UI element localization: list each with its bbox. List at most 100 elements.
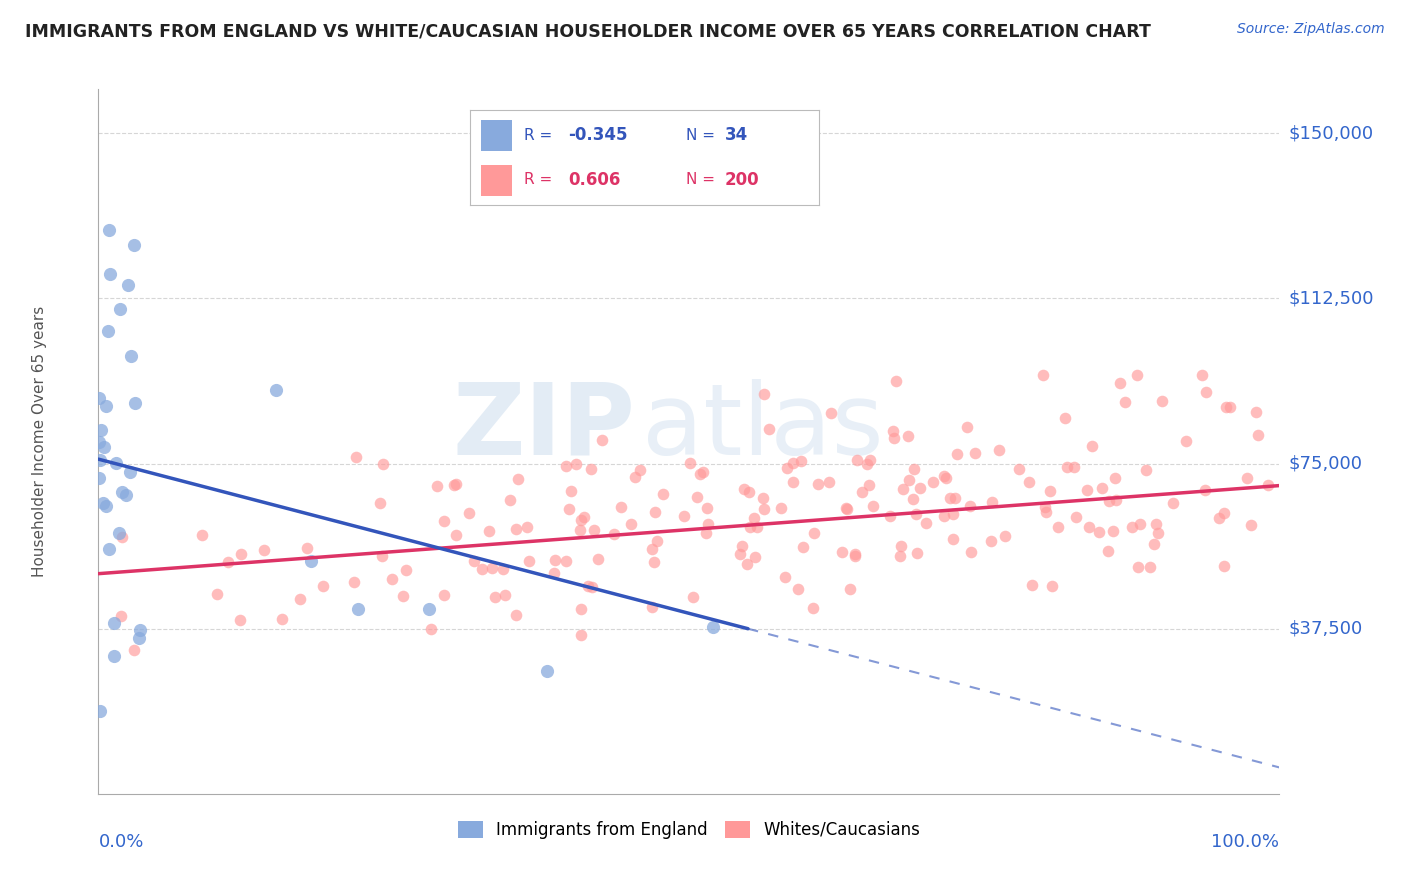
Point <box>484 590 506 604</box>
Legend: Immigrants from England, Whites/Caucasians: Immigrants from England, Whites/Caucasia… <box>451 814 927 846</box>
Point <box>1102 524 1125 538</box>
Point <box>1008 462 1031 476</box>
Point <box>103 649 125 664</box>
Point <box>994 529 1017 543</box>
Point <box>1152 393 1174 408</box>
Point <box>1088 524 1111 539</box>
Point <box>103 615 125 630</box>
Point <box>956 420 979 434</box>
Point <box>1215 400 1237 414</box>
Point <box>1040 578 1063 592</box>
Point <box>1135 462 1157 476</box>
Point <box>1240 517 1263 532</box>
Point <box>844 549 866 563</box>
Point <box>391 590 413 604</box>
Point <box>1219 401 1241 415</box>
Point <box>87 471 110 485</box>
Point <box>1035 505 1057 519</box>
Point <box>1191 368 1213 383</box>
Point <box>492 562 515 576</box>
Point <box>790 453 813 467</box>
Point <box>628 463 651 477</box>
Point <box>264 383 287 397</box>
Point <box>987 442 1010 457</box>
Point <box>981 495 1004 509</box>
Point <box>288 592 311 607</box>
Point <box>591 434 613 448</box>
Point <box>115 488 138 502</box>
Point <box>1175 434 1198 449</box>
Point <box>801 601 824 615</box>
Point <box>845 453 868 467</box>
Point <box>1208 510 1230 524</box>
Point <box>921 475 943 490</box>
Text: atlas: atlas <box>641 379 883 476</box>
Point <box>744 550 766 565</box>
Point <box>89 705 111 719</box>
Point <box>433 514 456 528</box>
Text: 0.0%: 0.0% <box>98 832 143 851</box>
Point <box>672 508 695 523</box>
Point <box>839 582 862 596</box>
Point <box>418 602 440 616</box>
Point <box>787 582 810 596</box>
Point <box>433 588 456 602</box>
Point <box>536 664 558 678</box>
Point <box>1143 537 1166 551</box>
Point <box>543 566 565 580</box>
Point <box>1091 481 1114 495</box>
Point <box>696 501 718 516</box>
Point <box>1098 494 1121 508</box>
Point <box>569 601 592 615</box>
Point <box>217 556 239 570</box>
Point <box>728 547 751 561</box>
Point <box>569 513 592 527</box>
Point <box>692 465 714 479</box>
Point <box>946 447 969 461</box>
Point <box>471 561 494 575</box>
Point <box>963 446 986 460</box>
Point <box>697 516 720 531</box>
Point <box>120 349 142 363</box>
Point <box>745 519 768 533</box>
Point <box>1032 368 1054 383</box>
Point <box>1104 471 1126 485</box>
Point <box>645 533 668 548</box>
Point <box>1076 483 1098 498</box>
Point <box>555 554 578 568</box>
Point <box>1246 405 1268 419</box>
Point <box>1054 411 1077 425</box>
Text: $112,500: $112,500 <box>1289 289 1375 308</box>
Point <box>806 477 828 491</box>
Point <box>1108 376 1130 391</box>
Point <box>588 552 610 566</box>
Point <box>420 622 443 636</box>
Point <box>1144 517 1167 532</box>
Point <box>544 553 567 567</box>
Point <box>851 484 873 499</box>
Point <box>740 520 762 534</box>
Point <box>932 508 955 523</box>
Point <box>897 429 920 443</box>
Point <box>446 527 468 541</box>
Point <box>444 477 467 491</box>
Point <box>769 500 792 515</box>
Point <box>1257 478 1279 492</box>
Point <box>624 470 647 484</box>
Point <box>90 423 112 437</box>
Point <box>792 540 814 554</box>
Point <box>478 524 501 538</box>
Point <box>574 510 596 524</box>
Point <box>939 491 962 506</box>
Point <box>905 545 928 559</box>
Point <box>603 526 626 541</box>
Point <box>620 516 643 531</box>
Point <box>862 499 884 513</box>
Point <box>1114 395 1136 409</box>
Point <box>889 549 911 563</box>
Point <box>682 590 704 604</box>
Point <box>835 501 858 516</box>
Point <box>205 587 228 601</box>
Point <box>752 491 775 505</box>
Point <box>742 510 765 524</box>
